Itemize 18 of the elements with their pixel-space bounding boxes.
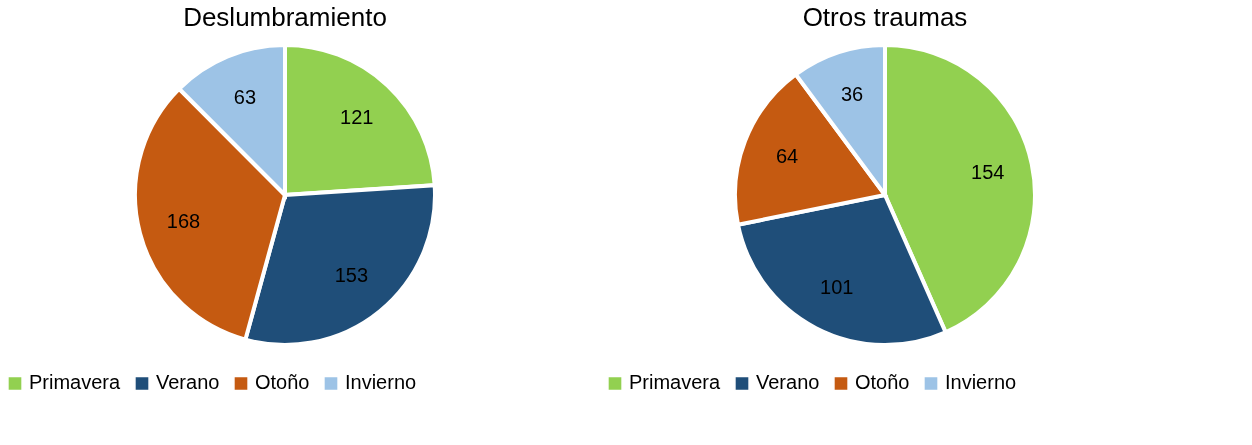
legend-label: Verano [156, 371, 220, 394]
data-label: 168 [166, 209, 201, 232]
legend-label: Otoño [855, 371, 910, 394]
chart-title: Otros traumas [802, 2, 968, 32]
data-label: 63 [233, 85, 257, 108]
data-label: 121 [340, 106, 374, 129]
data-label: 101 [820, 276, 854, 299]
legend-label: Verano [756, 371, 820, 394]
data-label: 153 [334, 264, 369, 287]
data-label: 36 [840, 83, 864, 106]
data-label: 64 [775, 145, 799, 168]
legend-label: Otoño [255, 371, 310, 394]
legend-label: Invierno [945, 371, 1017, 394]
legend-label: Invierno [345, 371, 417, 394]
legend-label: Primavera [629, 371, 722, 394]
legend-label: Primavera [29, 371, 122, 394]
chart-title: Deslumbramiento [183, 2, 387, 32]
data-label: 154 [971, 161, 1005, 184]
